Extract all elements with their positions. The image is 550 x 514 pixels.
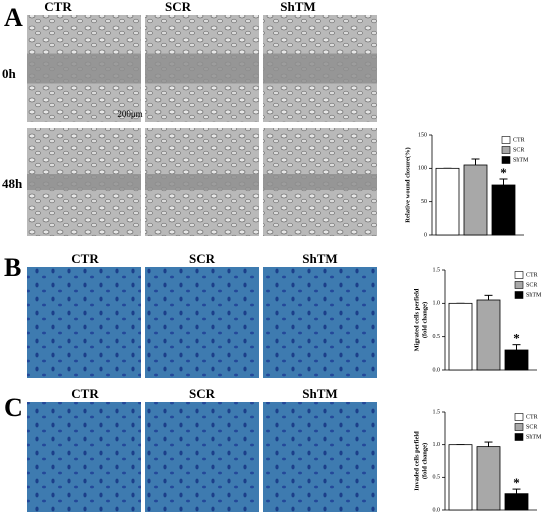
bar [504,493,529,511]
column-label: ShTM [302,386,337,401]
significance-mark: * [513,475,520,490]
micrograph [145,267,259,378]
y-tick-label: 0.0 [433,367,441,373]
y-tick-label: 1.0 [433,301,441,307]
legend-swatch [501,136,511,144]
wound-gap [263,174,377,190]
column-label: CTR [71,251,99,266]
legend-label: ShTM [526,434,542,440]
y-axis-label: (fold change) [421,302,428,338]
legend-label: ShTM [526,292,542,298]
row-label: 0h [2,66,17,81]
legend-label: SCR [526,282,537,288]
legend-swatch [514,291,524,299]
wound-gap [263,53,377,84]
micrograph [263,267,377,378]
y-tick-label: 1.5 [433,409,441,415]
micrograph [27,267,141,378]
micrograph [27,402,141,512]
scale-bar-label: 200μm [117,109,142,119]
y-tick-label: 0.5 [433,475,441,481]
bar [448,444,473,511]
y-tick-label: 1.0 [433,442,441,448]
y-axis-label: Relative wound closure(%) [404,147,411,222]
column-label: CTR [44,0,72,14]
column-label: CTR [71,386,99,401]
y-tick-label: 150 [418,132,427,138]
significance-mark: * [500,165,507,180]
y-tick-label: 0 [424,232,427,238]
legend-label: CTR [526,414,538,420]
legend-swatch [501,146,511,154]
column-label: SCR [189,251,216,266]
column-label: SCR [189,386,216,401]
legend-label: CTR [513,137,525,143]
legend-swatch [514,433,524,441]
legend-label: CTR [526,272,538,278]
y-axis-label: Invaded cells perfield [413,431,420,491]
panel-label: B [4,253,21,282]
wound-gap [145,53,259,84]
bar [476,299,501,371]
legend-swatch [514,281,524,289]
wound-gap [27,53,141,84]
wound-gap [27,174,141,190]
y-tick-label: 100 [418,166,427,172]
significance-mark: * [513,331,520,346]
legend-swatch [514,413,524,421]
panel-label: C [4,393,23,422]
bar [463,164,488,236]
bar [491,184,516,236]
legend-label: ShTM [513,157,529,163]
legend-label: SCR [526,424,537,430]
micrographs [27,15,377,512]
micrograph [263,402,377,512]
bar [435,167,460,236]
y-tick-label: 0.5 [433,334,441,340]
y-tick-label: 50 [421,199,427,205]
bar [504,349,529,371]
row-label: 48h [2,176,23,191]
y-axis-label: (fold change) [421,443,428,479]
column-label: SCR [165,0,192,14]
bar [476,446,501,511]
y-tick-label: 1.5 [433,267,441,273]
legend-swatch [501,156,511,164]
y-tick-label: 0.0 [433,507,441,513]
bar [448,302,473,371]
column-label: ShTM [302,251,337,266]
legend-label: SCR [513,147,524,153]
micrograph [145,402,259,512]
legend-swatch [514,423,524,431]
y-axis-label: Migrated cells perfield [413,288,420,351]
column-label: ShTM [280,0,315,14]
panel-label: A [4,3,23,32]
wound-gap [145,174,259,190]
legend-swatch [514,271,524,279]
